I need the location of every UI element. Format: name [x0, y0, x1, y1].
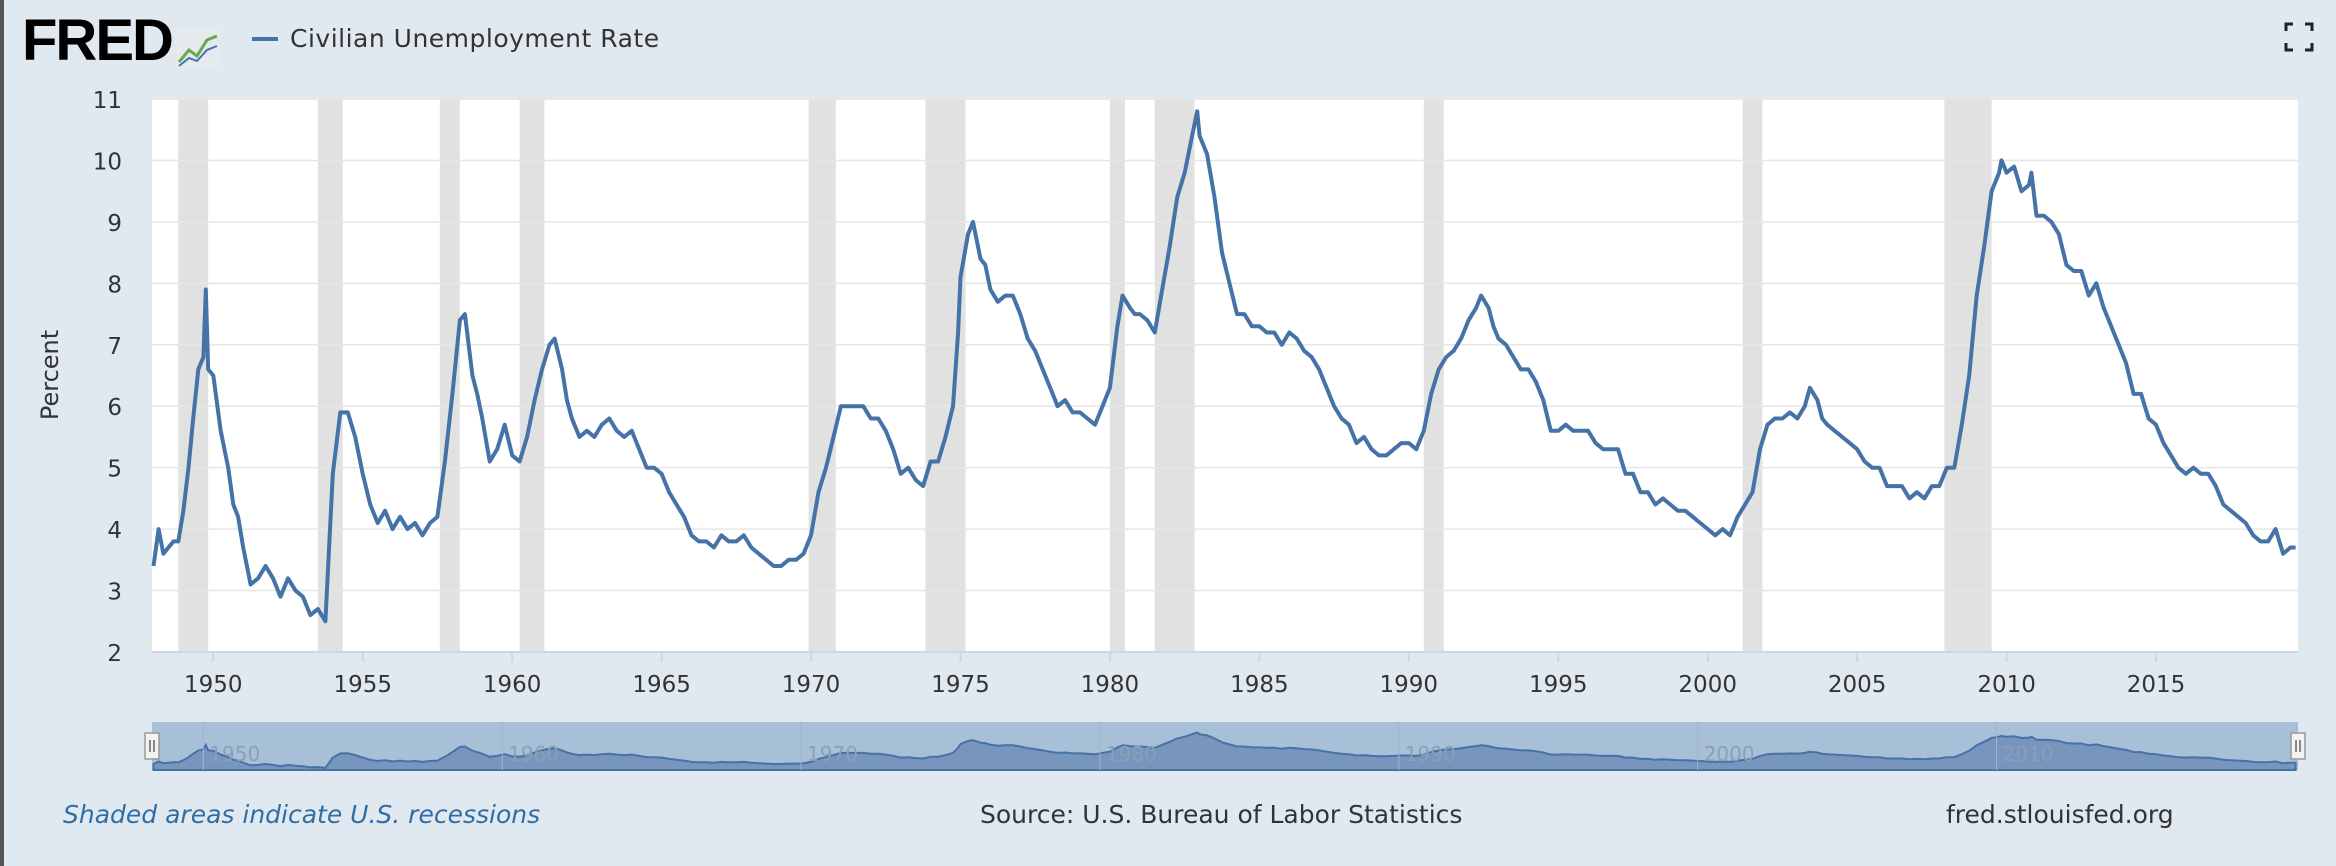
recession-band [178, 99, 209, 652]
y-tick-label: 3 [107, 580, 122, 606]
y-tick-label: 8 [107, 272, 122, 298]
navigator-selection [152, 722, 2298, 770]
legend-swatch [252, 36, 278, 41]
navigator-tick-label: 1970 [807, 742, 858, 766]
fred-logo[interactable]: FRED [22, 12, 220, 70]
y-tick-label: 2 [107, 641, 122, 667]
x-tick-label: 1975 [931, 672, 990, 698]
navigator-handle-left[interactable] [144, 732, 160, 760]
recession-band [1423, 99, 1444, 652]
plot-background [152, 99, 2298, 652]
recession-band [1154, 99, 1195, 652]
fred-graph-icon [175, 28, 220, 68]
y-axis-label: Percent [36, 330, 64, 420]
range-navigator[interactable]: 1950 1960 1970 1980 1990 2000 2010 [144, 722, 2306, 771]
x-tick-label: 2010 [1977, 672, 2036, 698]
x-tick-label: 2015 [2127, 672, 2186, 698]
navigator-tick-label: 1950 [209, 742, 260, 766]
source-credit: Source: U.S. Bureau of Labor Statistics [980, 800, 1463, 829]
x-tick-label: 2000 [1678, 672, 1737, 698]
recession-band [1742, 99, 1763, 652]
y-tick-label: 9 [107, 211, 122, 237]
legend-label: Civilian Unemployment Rate [290, 24, 660, 53]
recession-band [1944, 99, 1992, 652]
recession-band [439, 99, 460, 652]
y-tick-label: 6 [107, 395, 122, 421]
recession-band [317, 99, 343, 652]
x-axis-ticks: 1950 1955 1960 1965 1970 1975 1980 1985 1990 1995… [184, 652, 2185, 698]
y-axis-ticks: 2 3 4 5 6 7 8 9 10 11 [93, 88, 122, 667]
y-tick-label: 7 [107, 334, 122, 360]
window-edge [0, 0, 4, 866]
x-tick-label: 1980 [1081, 672, 1140, 698]
recession-band [808, 99, 836, 652]
x-tick-label: 1950 [184, 672, 243, 698]
chart-legend[interactable]: Civilian Unemployment Rate [252, 24, 660, 53]
navigator-tick-label: 1980 [1106, 742, 1157, 766]
navigator-tick-label: 2010 [2003, 742, 2054, 766]
x-tick-label: 1965 [632, 672, 691, 698]
recession-band [1109, 99, 1125, 652]
navigator-series-area [152, 731, 2297, 771]
y-tick-label: 5 [107, 457, 122, 483]
x-tick-label: 1955 [333, 672, 392, 698]
x-tick-label: 1960 [483, 672, 542, 698]
x-tick-label: 1970 [782, 672, 841, 698]
navigator-handle-right[interactable] [2290, 732, 2306, 760]
site-link[interactable]: fred.stlouisfed.org [1946, 800, 2174, 829]
recession-note[interactable]: Shaded areas indicate U.S. recessions [63, 800, 541, 829]
navigator-tick-label: 1990 [1405, 742, 1456, 766]
x-tick-label: 1990 [1380, 672, 1439, 698]
grid-lines [152, 98, 2298, 653]
recession-band [925, 99, 966, 652]
recession-bands [178, 99, 1992, 652]
x-tick-label: 2005 [1828, 672, 1887, 698]
x-tick-label: 1985 [1230, 672, 1289, 698]
y-tick-label: 4 [107, 518, 122, 544]
navigator-tick-label: 1960 [508, 742, 559, 766]
recession-band [519, 99, 545, 652]
y-tick-label: 11 [93, 88, 122, 114]
y-tick-label: 10 [93, 149, 122, 175]
expand-icon[interactable] [2284, 22, 2314, 52]
navigator-ticks: 1950 1960 1970 1980 1990 2000 2010 [202, 722, 2054, 770]
logo-text: FRED [22, 8, 174, 73]
x-tick-label: 1995 [1529, 672, 1588, 698]
navigator-tick-label: 2000 [1704, 742, 1755, 766]
series-line[interactable] [151, 109, 2296, 624]
